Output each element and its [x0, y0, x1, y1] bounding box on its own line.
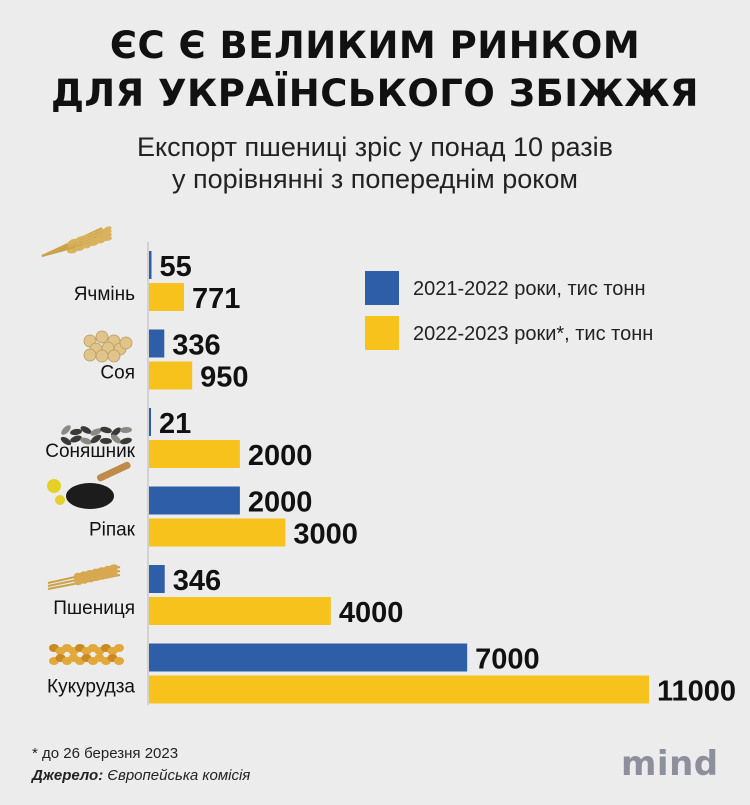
corn-icon [49, 644, 124, 665]
grain [98, 575, 106, 580]
bean [83, 348, 97, 362]
seed [100, 437, 112, 445]
spoon-handle [96, 461, 131, 482]
value-label: 3000 [293, 519, 358, 551]
grain [110, 568, 118, 573]
title-line-2: ДЛЯ УКРАЇНСЬКОГО ЗБІЖЖЯ [50, 72, 700, 115]
bean [119, 336, 133, 350]
value-label: 7000 [475, 644, 540, 676]
seed [80, 437, 92, 445]
grain [92, 576, 100, 581]
value-label: 55 [160, 251, 192, 283]
source-line: Джерело: Європейська комісія [32, 767, 250, 784]
seed [120, 426, 132, 434]
category-label: Пшениця [53, 598, 135, 619]
category-label: Кукурудза [47, 677, 135, 698]
grain [110, 572, 118, 577]
grain [110, 564, 118, 569]
grain [86, 574, 94, 579]
rapeseed-icon [47, 461, 131, 509]
bar-2021-2022 [149, 486, 240, 515]
grain [98, 567, 106, 572]
seed [120, 437, 132, 445]
bar-2021-2022 [149, 329, 165, 358]
seed [70, 435, 82, 443]
grain [86, 570, 94, 575]
category-label: Ріпак [89, 520, 136, 541]
seed [90, 434, 102, 444]
value-label: 11000 [657, 676, 736, 708]
grain [92, 568, 100, 573]
bar-2022-2023 [149, 675, 649, 704]
bar-2022-2023 [149, 440, 240, 468]
source-value: Європейська комісія [107, 767, 251, 784]
seed [70, 428, 82, 436]
legend-swatch [365, 271, 399, 305]
grain [86, 578, 94, 583]
grain [98, 571, 106, 576]
grain [104, 573, 112, 579]
grain [80, 571, 88, 576]
chart-subtitle: Експорт пшениці зріс у понад 10 разів у … [0, 131, 750, 195]
grain [80, 579, 88, 584]
wheat-icon [47, 564, 121, 590]
legend-label: 2021-2022 роки, тис тонн [413, 278, 646, 300]
value-label: 336 [172, 330, 220, 362]
grain [74, 580, 82, 586]
bar-2022-2023 [149, 518, 286, 547]
bar-2021-2022 [149, 408, 151, 436]
seed-pile [66, 483, 114, 509]
subtitle-line-2: у порівнянні з попереднім роком [172, 164, 578, 194]
bean [95, 330, 109, 344]
category-label: Соя [100, 363, 135, 384]
seed [60, 436, 72, 446]
barley-icon [41, 226, 112, 257]
value-label: 2000 [248, 440, 313, 472]
bar-2021-2022 [149, 643, 468, 672]
flower [47, 479, 61, 493]
seed [80, 426, 92, 434]
legend-label: 2022-2023 роки*, тис тонн [413, 323, 653, 345]
source-label: Джерело: [32, 767, 104, 784]
subtitle-line-1: Експорт пшениці зріс у понад 10 разів [136, 132, 613, 162]
value-label: 771 [192, 283, 240, 315]
bar-2022-2023 [149, 283, 185, 311]
value-label: 2000 [248, 487, 313, 519]
value-label: 21 [159, 408, 191, 440]
bean [107, 349, 121, 363]
flower [55, 495, 65, 505]
soy-icon [83, 330, 133, 363]
legend-swatch [365, 316, 399, 350]
bar-2022-2023 [149, 597, 331, 625]
seed [90, 428, 102, 436]
bar-2021-2022 [149, 251, 152, 279]
chart-title: ЄС Є ВЕЛИКИМ РИНКОМ ДЛЯ УКРАЇНСЬКОГО ЗБІ… [0, 22, 750, 118]
grain [74, 576, 82, 582]
value-label: 950 [200, 362, 248, 394]
category-label: Ячмінь [74, 284, 135, 305]
bar-2022-2023 [149, 361, 193, 390]
seed [61, 425, 71, 435]
value-label: 4000 [339, 597, 404, 629]
footnote: * до 26 березня 2023 [32, 745, 179, 762]
value-label: 346 [173, 565, 221, 597]
seed [110, 434, 122, 444]
category-label: Соняшник [45, 441, 135, 462]
bar-2021-2022 [149, 565, 165, 593]
grain [102, 236, 112, 241]
mind-logo: mind [621, 744, 719, 784]
kernel [114, 657, 124, 665]
grain [80, 575, 88, 580]
grain [74, 572, 82, 578]
grain [104, 569, 112, 575]
grain [104, 565, 112, 571]
grain [92, 572, 100, 577]
bean [95, 349, 109, 363]
seed [111, 427, 121, 437]
seed [100, 426, 112, 434]
kernel [114, 644, 124, 652]
title-line-1: ЄС Є ВЕЛИКИМ РИНКОМ [109, 24, 641, 67]
sunflower-seeds-icon [60, 425, 132, 446]
